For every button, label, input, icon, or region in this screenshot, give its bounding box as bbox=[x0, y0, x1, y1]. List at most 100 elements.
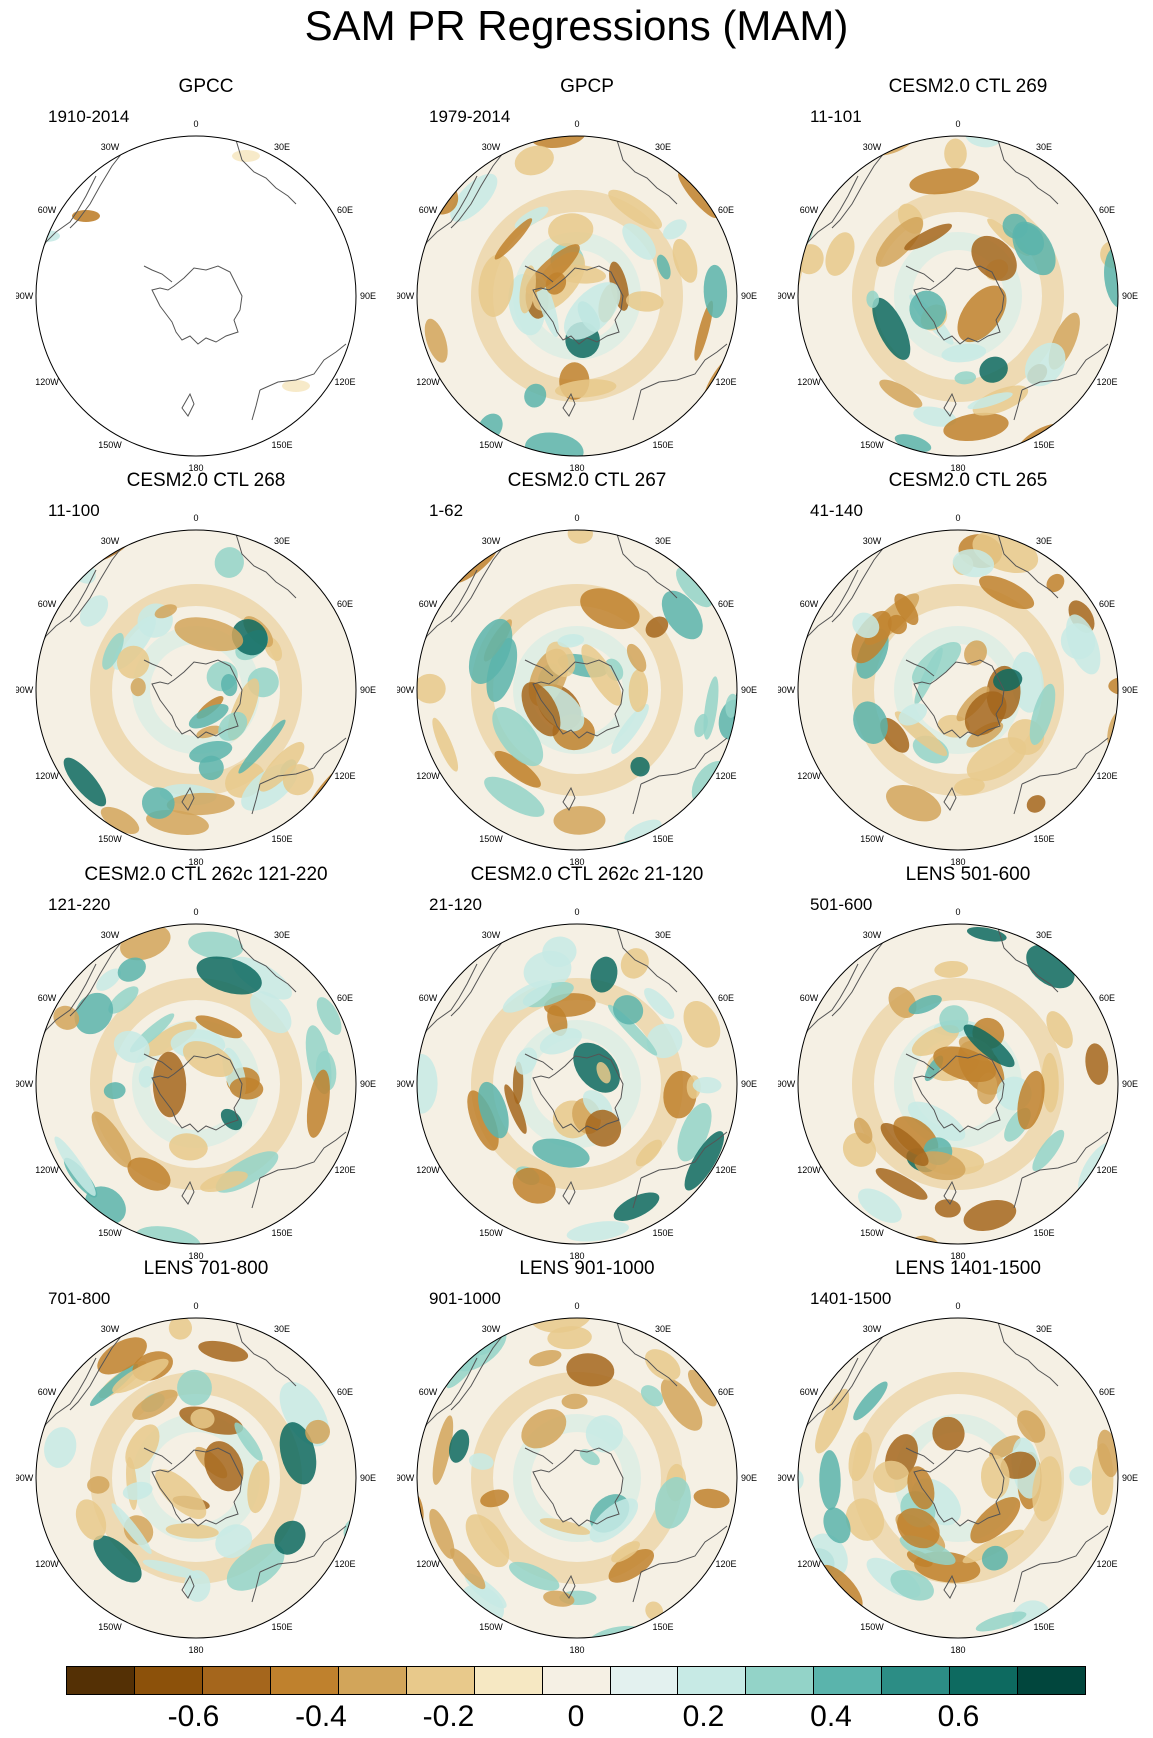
precip-anomaly-blob bbox=[1017, 1410, 1046, 1443]
colorbar bbox=[66, 1666, 1086, 1695]
precip-field bbox=[417, 530, 737, 850]
precip-anomaly-blob bbox=[944, 138, 967, 169]
precip-anomaly-blob bbox=[964, 691, 1007, 736]
precip-anomaly-blob bbox=[117, 957, 146, 982]
map-panel: GPCP 0 30E 60E 90E 120E 150E 180 150W 120W 90W 60W 3… bbox=[397, 76, 777, 476]
precip-anomaly-blob bbox=[852, 612, 880, 639]
precip-anomaly-blob bbox=[1085, 1043, 1109, 1085]
precip-anomaly-blob bbox=[1108, 676, 1118, 696]
precip-anomaly-blob bbox=[204, 1441, 244, 1492]
precip-anomaly-blob bbox=[509, 1561, 560, 1591]
precip-anomaly-blob bbox=[182, 1041, 234, 1078]
precip-anomaly-blob bbox=[626, 643, 647, 672]
precip-anomaly-blob bbox=[168, 1318, 192, 1340]
precip-anomaly-blob bbox=[530, 136, 587, 148]
longitude-label: 30E bbox=[274, 536, 290, 546]
precip-anomaly-blob bbox=[306, 1069, 330, 1138]
coastlines bbox=[418, 1321, 728, 1603]
precip-anomaly-blob bbox=[693, 1488, 730, 1509]
polar-map: 0 30E 60E 90E 120E 150E 180 150W 120W 90W 60W 30W bbox=[778, 513, 1138, 867]
coastlines bbox=[37, 1321, 347, 1603]
map-border bbox=[416, 923, 738, 1245]
precip-anomaly-blob bbox=[979, 575, 1035, 610]
longitude-label: 90E bbox=[741, 291, 757, 301]
longitude-label: 30W bbox=[482, 930, 501, 940]
precip-anomaly-blob bbox=[567, 530, 593, 544]
longitude-label: 0 bbox=[193, 119, 198, 129]
map-border bbox=[797, 529, 1119, 851]
longitude-label: 150W bbox=[479, 440, 503, 450]
precip-anomaly-blob bbox=[872, 297, 911, 360]
longitude-label: 120E bbox=[334, 1559, 355, 1569]
precip-anomaly-blob bbox=[645, 616, 669, 638]
precip-anomaly-blob bbox=[1069, 1466, 1092, 1486]
precip-anomaly-blob bbox=[450, 1548, 486, 1590]
precip-anomaly-blob bbox=[908, 995, 942, 1015]
colorbar-tick-label: 0.2 bbox=[682, 1700, 725, 1733]
longitude-label: 90E bbox=[360, 1079, 376, 1089]
precip-anomaly-blob bbox=[1097, 1429, 1118, 1478]
precip-anomaly-blob bbox=[432, 1415, 454, 1485]
precip-anomaly-blob bbox=[1046, 1011, 1073, 1049]
precip-anomaly-blob bbox=[547, 1326, 592, 1350]
precip-anomaly-blob bbox=[132, 1389, 178, 1420]
precip-anomaly-blob bbox=[450, 173, 498, 222]
precip-anomaly-blob bbox=[655, 1477, 691, 1529]
map-panel: LENS 1401-1500 0 30E 60E 90E 120E 150E 180 150W 1… bbox=[778, 1258, 1153, 1658]
colorbar-swatch bbox=[202, 1667, 271, 1694]
longitude-label: 30W bbox=[101, 536, 120, 546]
map-border bbox=[797, 923, 1119, 1245]
longitude-label: 30W bbox=[863, 930, 882, 940]
precip-anomaly-blob bbox=[894, 593, 919, 626]
panel-title: CESM2.0 CTL 269 bbox=[888, 76, 1048, 97]
precip-anomaly-blob bbox=[620, 948, 649, 979]
longitude-label: 0 bbox=[955, 513, 960, 523]
panel-period: 1401-1500 bbox=[810, 1289, 892, 1308]
longitude-label: 120W bbox=[797, 1559, 821, 1569]
longitude-label: 30E bbox=[655, 930, 671, 940]
precip-anomaly-blob bbox=[87, 1476, 110, 1494]
colorbar-swatch bbox=[1018, 1667, 1086, 1694]
precip-anomaly-blob bbox=[54, 1136, 96, 1196]
precip-anomaly-blob bbox=[528, 1350, 562, 1367]
longitude-label: 150W bbox=[479, 1228, 503, 1238]
longitude-label: 150E bbox=[271, 1228, 292, 1238]
precip-anomaly-blob bbox=[656, 254, 671, 280]
longitude-label: 30W bbox=[863, 142, 882, 152]
precip-anomaly-blob bbox=[200, 1171, 248, 1193]
polar-map: 0 30E 60E 90E 120E 150E 180 150W 120W 90W 60W 30W bbox=[397, 907, 757, 1261]
longitude-label: 150E bbox=[1033, 1622, 1054, 1632]
precip-anomaly-blob bbox=[819, 1450, 841, 1511]
longitude-label: 30E bbox=[1036, 930, 1052, 940]
longitude-label: 150E bbox=[652, 1228, 673, 1238]
precip-anomaly-blob bbox=[221, 674, 238, 697]
longitude-label: 60E bbox=[718, 599, 734, 609]
precip-field bbox=[417, 924, 737, 1244]
longitude-label: 90W bbox=[16, 1473, 34, 1483]
longitude-label: 0 bbox=[193, 907, 198, 917]
precip-anomaly-blob bbox=[684, 1131, 725, 1191]
precip-anomaly-blob bbox=[646, 1023, 683, 1059]
panel-title: LENS 501-600 bbox=[905, 864, 1031, 885]
longitude-label: 60E bbox=[1099, 993, 1115, 1003]
precip-anomaly-blob bbox=[1032, 1129, 1065, 1172]
precip-anomaly-blob bbox=[939, 1005, 969, 1034]
longitude-label: 90W bbox=[397, 685, 415, 695]
precip-anomaly-blob bbox=[113, 1030, 150, 1063]
precip-anomaly-blob bbox=[432, 717, 459, 772]
longitude-label: 90E bbox=[741, 1079, 757, 1089]
precip-anomaly-blob bbox=[424, 318, 448, 363]
precip-anomaly-blob bbox=[165, 1523, 219, 1539]
longitude-label: 150W bbox=[479, 1622, 503, 1632]
precip-anomaly-blob bbox=[1066, 614, 1101, 675]
longitude-label: 120W bbox=[797, 377, 821, 387]
precip-anomaly-blob bbox=[215, 1524, 253, 1559]
colorbar-tick-label: -0.4 bbox=[295, 1700, 347, 1733]
precip-anomaly-blob bbox=[628, 669, 649, 713]
panel-title: CESM2.0 CTL 265 bbox=[888, 470, 1048, 491]
precip-anomaly-blob bbox=[96, 968, 122, 991]
precip-anomaly-blob bbox=[913, 406, 957, 427]
longitude-label: 90W bbox=[778, 291, 796, 301]
precip-anomaly-blob bbox=[238, 719, 286, 774]
longitude-label: 120E bbox=[715, 771, 736, 781]
